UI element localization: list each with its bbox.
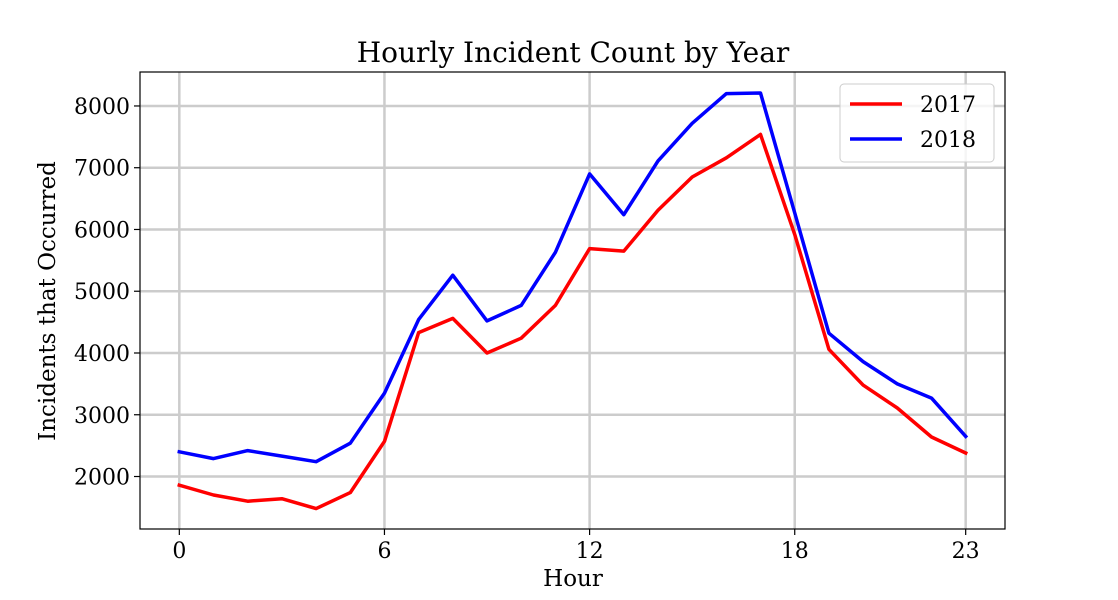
legend: 2017 2018: [839, 83, 995, 163]
x-tick-label: 6: [377, 539, 391, 564]
y-tick-label: 7000: [74, 157, 130, 182]
legend-label-2018: 2018: [920, 128, 976, 153]
tick-labels: 0 6 12 18 23 2000 3000 4000 5000 6000 7000 8000: [74, 95, 980, 564]
y-tick-label: 3000: [74, 404, 130, 429]
legend-entries: 2017 2018: [850, 93, 976, 153]
y-tick-label: 2000: [74, 466, 130, 491]
chart-title: Hourly Incident Count by Year: [357, 36, 790, 69]
series-lines: [177, 91, 969, 511]
y-tick-label: 5000: [74, 280, 130, 305]
grid-lines: [140, 72, 1005, 529]
y-tick-label: 8000: [74, 95, 130, 120]
y-tick-label: 4000: [74, 342, 130, 367]
x-tick-label: 18: [781, 539, 809, 564]
y-tick-label: 6000: [74, 218, 130, 243]
y-axis-label: Incidents that Occurred: [35, 161, 61, 441]
plot-frame: [139, 71, 1006, 530]
x-axis-label: Hour: [543, 566, 603, 592]
series-line-2018: [177, 91, 969, 464]
legend-label-2017: 2017: [920, 93, 976, 118]
axes: [134, 71, 1006, 535]
x-tick-label: 23: [952, 539, 980, 564]
x-tick-label: 0: [172, 539, 186, 564]
series-line-2017: [177, 132, 969, 511]
x-tick-label: 12: [576, 539, 604, 564]
